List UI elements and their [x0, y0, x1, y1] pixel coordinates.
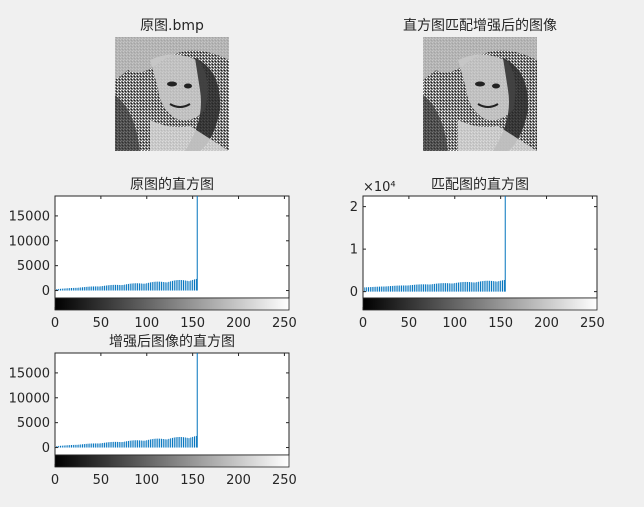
chart-title: 匹配图的直方图	[431, 176, 529, 193]
gray-colorbar	[54, 454, 290, 468]
gray-colorbar	[54, 297, 290, 311]
x-tick-label: 200	[534, 316, 559, 331]
y-tick-label: 15000	[9, 209, 50, 224]
y-tick-label: 10000	[9, 391, 50, 406]
histogram-bars	[56, 196, 198, 291]
image1-title: 原图.bmp	[140, 18, 204, 34]
gray-colorbar	[362, 297, 598, 311]
y-tick-label: 15000	[9, 366, 50, 381]
x-tick-label: 250	[580, 316, 605, 331]
x-tick-label: 50	[93, 316, 110, 331]
x-tick-label: 250	[272, 316, 297, 331]
y-tick-label: 0	[350, 285, 358, 300]
plot-area	[362, 195, 598, 299]
image2-title: 直方图匹配增强后的图像	[403, 17, 557, 34]
x-tick-label: 250	[272, 473, 297, 488]
x-tick-label: 200	[226, 316, 251, 331]
enhanced-image	[423, 37, 537, 151]
x-tick-label: 50	[93, 473, 110, 488]
chart-title: 增强后图像的直方图	[109, 333, 235, 350]
x-tick-label: 50	[401, 316, 418, 331]
y-tick-label: 5000	[17, 259, 50, 274]
x-tick-label: 150	[180, 473, 205, 488]
x-tick-label: 0	[359, 316, 367, 331]
histogram-bars	[56, 353, 198, 448]
y-tick-label: 5000	[17, 416, 50, 431]
x-tick-label: 100	[134, 316, 159, 331]
y-tick-label: 0	[42, 284, 50, 299]
x-tick-label: 100	[442, 316, 467, 331]
x-tick-label: 150	[488, 316, 513, 331]
y-tick-label: 10000	[9, 234, 50, 249]
original-image	[115, 37, 229, 151]
x-tick-label: 0	[51, 316, 59, 331]
y-tick-label: 0	[42, 441, 50, 456]
x-tick-label: 200	[226, 473, 251, 488]
y-tick-label: 1	[350, 243, 358, 258]
x-tick-label: 0	[51, 473, 59, 488]
chart-title: 原图的直方图	[130, 176, 214, 193]
x-tick-label: 100	[134, 473, 159, 488]
histogram-matched: 匹配图的直方图 ×10⁴ 0 50 100 150 200 250 0 1 2	[350, 176, 605, 331]
x-tick-label: 150	[180, 316, 205, 331]
histogram-enhanced: 增强后图像的直方图 0 50 100 150 200 250 0 5000 10000 15000	[9, 333, 297, 488]
y-tick-label: 2	[350, 200, 358, 215]
histogram-original: 原图的直方图 0 50 100 150 200 250 0 5000 10000 15000	[9, 176, 297, 331]
y-exponent-label: ×10⁴	[363, 180, 396, 195]
histogram-bars	[364, 196, 506, 292]
